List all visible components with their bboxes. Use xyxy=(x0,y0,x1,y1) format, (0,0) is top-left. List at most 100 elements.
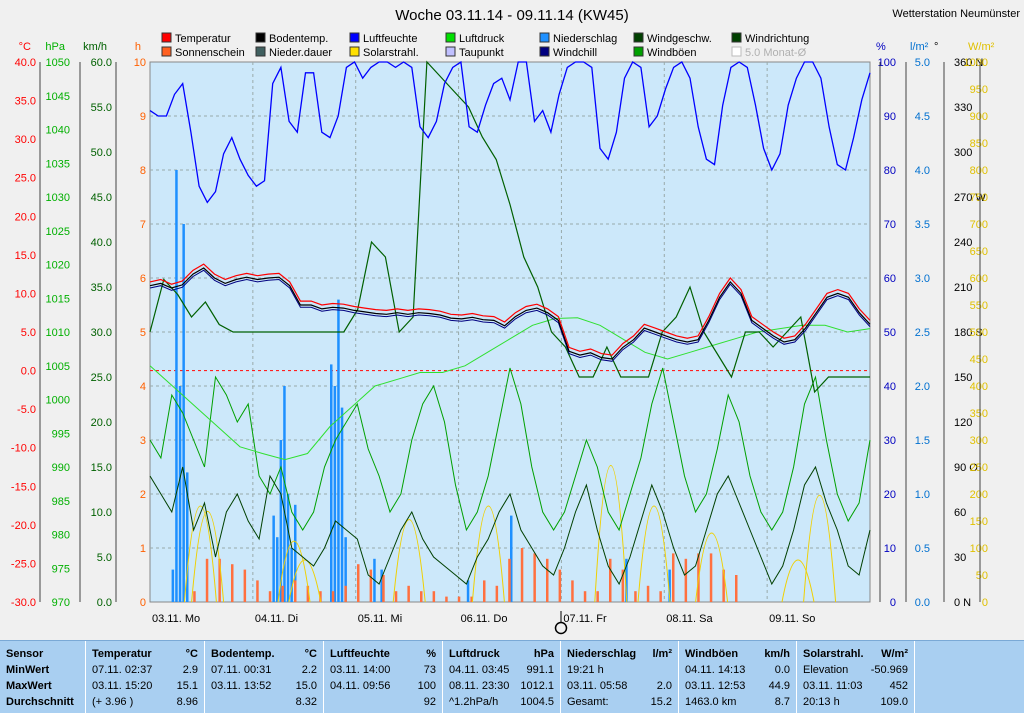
y-tick-rain: 3.5 xyxy=(915,219,930,231)
y-tick-temperature: 5.0 xyxy=(21,327,36,339)
stats-row: 03.11. 12:53 44.9 xyxy=(685,678,790,694)
y-tick-solar: 500 xyxy=(970,327,988,339)
stats-cell-value: 2.2 xyxy=(301,664,317,676)
stats-cell-time: 03.11. 05:58 xyxy=(567,680,628,692)
stats-title: Temperatur xyxy=(92,648,152,660)
wind-speed-line xyxy=(149,465,871,586)
y-tick-pressure: 995 xyxy=(52,428,70,440)
y-tick-humidity: 20 xyxy=(884,489,896,501)
y-tick-pressure: 1030 xyxy=(46,192,70,204)
stats-cell-time: Gesamt: xyxy=(567,696,609,708)
y-tick-wind: 55.0 xyxy=(91,102,112,114)
y-tick-direction: 210 xyxy=(954,282,972,294)
y-tick-sunshine: 1 xyxy=(140,543,146,555)
sunshine-bar xyxy=(205,558,209,602)
axis-unit-wind: km/h xyxy=(83,41,107,53)
stats-cell-value: 73 xyxy=(423,664,436,676)
legend-label: Windrichtung xyxy=(745,33,809,45)
y-tick-temperature: -15.0 xyxy=(11,481,36,493)
y-tick-sunshine: 2 xyxy=(140,489,146,501)
y-tick-wind: 50.0 xyxy=(91,147,112,159)
stats-cell-value: 15.1 xyxy=(176,680,198,692)
stats-cell-time: 1463.0 km xyxy=(685,696,737,708)
sunshine-bar xyxy=(319,591,322,602)
sunshine-bar xyxy=(583,591,587,602)
stats-unit: km/h xyxy=(764,648,790,660)
stats-title: Solarstrahl. xyxy=(803,648,864,660)
sunshine-bar xyxy=(281,585,284,602)
y-tick-solar: 650 xyxy=(970,246,988,258)
rain-bar xyxy=(510,515,513,602)
stats-header: Bodentemp. °C xyxy=(211,646,317,662)
y-tick-wind: 30.0 xyxy=(91,327,112,339)
stats-header: Luftfeuchte% xyxy=(330,646,436,662)
legend-label: Windchill xyxy=(553,47,597,59)
legend-label: Temperatur xyxy=(175,33,231,45)
y-tick-humidity: 80 xyxy=(884,165,896,177)
stats-unit: l/m² xyxy=(652,648,672,660)
sunshine-bar xyxy=(709,553,713,602)
x-tick-label: 09.11. So xyxy=(769,613,815,625)
legend-label: Bodentemp. xyxy=(269,33,328,45)
legend-swatch xyxy=(255,46,266,57)
legend-swatch xyxy=(255,32,266,43)
sunshine-bar xyxy=(432,591,436,602)
sunshine-bar xyxy=(420,591,423,602)
y-tick-temperature: 25.0 xyxy=(15,173,36,185)
rain-bar xyxy=(294,504,297,602)
y-tick-temperature: 35.0 xyxy=(15,96,36,108)
y-tick-humidity: 100 xyxy=(878,57,896,69)
stats-unit: W/m² xyxy=(881,648,908,660)
cursor-marker-icon[interactable] xyxy=(554,611,568,635)
rain-bar xyxy=(283,386,286,602)
x-tick-label: 05.11. Mi xyxy=(358,613,402,625)
y-tick-pressure: 1010 xyxy=(46,327,70,339)
solar-line xyxy=(803,494,837,603)
legend-label: Niederschlag xyxy=(553,33,617,45)
stats-unit: % xyxy=(426,648,436,660)
y-tick-pressure: 975 xyxy=(52,563,70,575)
stats-cell-time: Elevation xyxy=(803,664,849,676)
legend-swatch xyxy=(539,46,550,57)
y-tick-solar: 250 xyxy=(970,462,988,474)
y-tick-solar: 550 xyxy=(970,300,988,312)
sunshine-bar xyxy=(357,564,360,602)
stats-row: 03.11. 15:20 15.1 xyxy=(92,678,198,694)
y-tick-temperature: -20.0 xyxy=(11,520,36,532)
y-tick-direction: 150 xyxy=(954,372,972,384)
y-tick-temperature: -30.0 xyxy=(11,597,36,609)
y-tick-pressure: 1025 xyxy=(46,226,70,238)
y-tick-solar: 450 xyxy=(970,354,988,366)
legend-swatch xyxy=(539,32,550,43)
y-tick-solar: 150 xyxy=(970,516,988,528)
stats-row: 07.11. 02:37 2.9 xyxy=(92,662,198,678)
sunshine-bar xyxy=(407,585,410,602)
stats-sensor-column: Sensor MinWert MaxWert Durchschnitt xyxy=(0,641,86,713)
y-tick-pressure: 1005 xyxy=(46,361,70,373)
y-tick-sunshine: 3 xyxy=(140,435,146,447)
stats-unit: hPa xyxy=(533,648,554,660)
y-tick-humidity: 10 xyxy=(884,543,896,555)
y-tick-sunshine: 7 xyxy=(140,219,146,231)
statistics-panel: Sensor MinWert MaxWert Durchschnitt Temp… xyxy=(0,640,1024,713)
y-tick-temperature: 40.0 xyxy=(15,57,36,69)
y-tick-pressure: 980 xyxy=(52,530,70,542)
axis-unit-humidity: % xyxy=(876,41,886,53)
soil-temp-line xyxy=(149,267,871,360)
sunshine-bar xyxy=(470,596,473,602)
stats-cell-value: 452 xyxy=(889,680,908,692)
legend-label: Solarstrahl. xyxy=(363,47,419,59)
sunshine-bar xyxy=(256,580,259,602)
sunshine-bar xyxy=(609,558,612,602)
sunshine-bar xyxy=(457,596,461,602)
y-tick-solar: 200 xyxy=(970,489,988,501)
y-tick-rain: 4.0 xyxy=(915,165,930,177)
sunshine-bar xyxy=(546,558,549,602)
y-tick-solar: 100 xyxy=(970,543,988,555)
rain-bar xyxy=(178,386,182,602)
y-tick-sunshine: 0 xyxy=(140,597,146,609)
x-tick-label: 04.11. Di xyxy=(255,613,298,625)
rain-bar xyxy=(171,569,175,602)
y-tick-wind: 25.0 xyxy=(91,372,112,384)
legend-swatch xyxy=(445,46,456,57)
